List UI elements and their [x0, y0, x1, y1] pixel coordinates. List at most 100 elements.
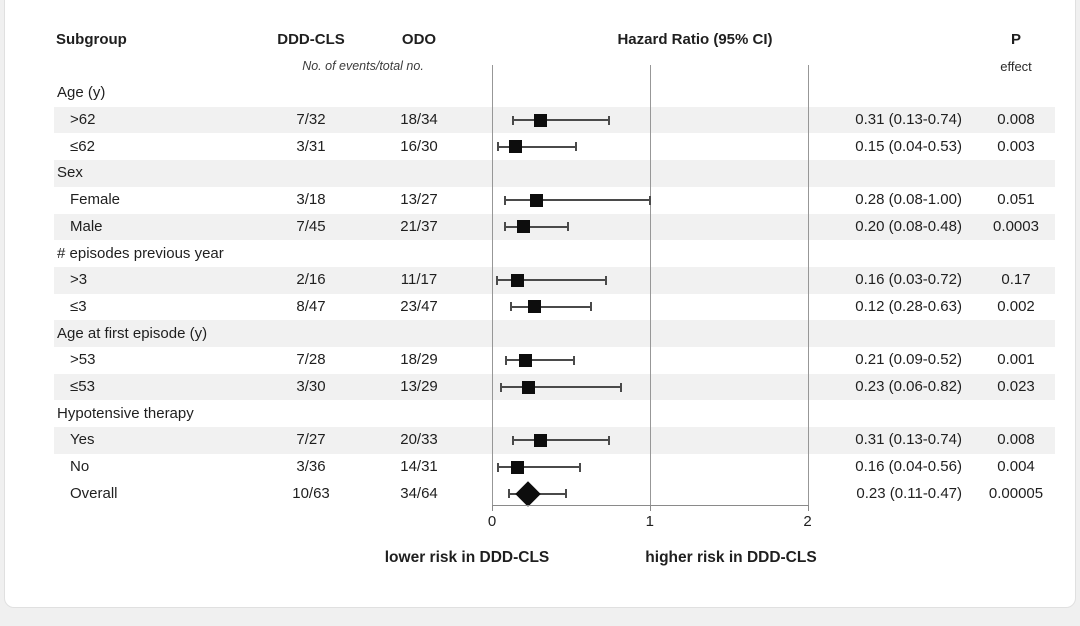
row-odo-value: 34/64 [400, 484, 438, 502]
row-dddcls-value: 7/28 [296, 351, 326, 369]
row-label: Female [70, 191, 121, 209]
hr-square-marker [510, 273, 524, 287]
row-label: Yes [70, 431, 95, 449]
reference-gridline [807, 65, 809, 505]
row-label: Male [70, 217, 103, 235]
row-odo-value: 23/47 [400, 297, 438, 315]
hr-square-marker [521, 380, 535, 394]
row-hazard-ratio-value: 0.28 (0.08-1.00) [855, 191, 962, 209]
ci-whisker [504, 225, 568, 228]
row-odo-value: 18/29 [400, 351, 438, 369]
row-label: ≤62 [70, 137, 95, 155]
hr-square-marker [529, 193, 543, 207]
ci-cap-left [511, 115, 514, 125]
hr-square-marker [509, 140, 523, 154]
row-p-value: 0.008 [997, 111, 1035, 129]
row-label: >3 [70, 271, 88, 289]
row-hazard-ratio-value: 0.31 (0.13-0.74) [855, 431, 962, 449]
ci-cap-right [607, 115, 610, 125]
ci-cap-left [509, 302, 512, 312]
ci-cap-right [648, 195, 651, 205]
hr-square-marker [517, 220, 531, 234]
row-hazard-ratio-value: 0.23 (0.11-0.47) [856, 484, 962, 502]
row-p-value: 0.008 [997, 431, 1035, 449]
row-p-value: 0.0003 [993, 217, 1039, 235]
row-p-value: 0.003 [997, 137, 1035, 155]
reference-gridline [649, 65, 651, 505]
row-dddcls-value: 10/63 [292, 484, 330, 502]
row-p-value: 0.004 [997, 458, 1035, 476]
ci-cap-right [590, 302, 593, 312]
odo-column-header: ODO [401, 31, 437, 48]
row-label: ≤3 [70, 297, 87, 315]
row-hazard-ratio-value: 0.31 (0.13-0.74) [855, 111, 962, 129]
hazard-ratio-column-header: Hazard Ratio (95% CI) [617, 31, 773, 48]
row-stripe [54, 160, 1055, 187]
row-p-value: 0.17 [1001, 271, 1031, 289]
row-hazard-ratio-value: 0.16 (0.04-0.56) [855, 458, 962, 476]
row-dddcls-value: 7/32 [296, 111, 326, 129]
row-odo-value: 11/17 [400, 271, 438, 289]
ci-whisker [498, 466, 581, 469]
ci-cap-right [604, 275, 607, 285]
ci-whisker [498, 145, 576, 148]
events-total-note: No. of events/total no. [302, 59, 424, 73]
p-effect-subheader: effect [1000, 59, 1032, 74]
hr-square-marker [518, 353, 532, 367]
ci-whisker [512, 119, 609, 122]
row-stripe [54, 320, 1055, 347]
row-dddcls-value: 7/45 [296, 217, 326, 235]
row-dddcls-value: 7/27 [296, 431, 326, 449]
ci-cap-right [620, 382, 623, 392]
row-label: Hypotensive therapy [57, 404, 194, 422]
row-odo-value: 20/33 [400, 431, 438, 449]
ci-whisker [496, 279, 606, 282]
row-label: Age (y) [57, 84, 106, 102]
row-odo-value: 16/30 [400, 137, 438, 155]
hr-square-marker [528, 300, 542, 314]
ci-cap-right [607, 435, 610, 445]
row-hazard-ratio-value: 0.23 (0.06-0.82) [855, 378, 962, 396]
row-label: ≤53 [70, 378, 95, 396]
row-label: Overall [70, 484, 118, 502]
row-hazard-ratio-value: 0.16 (0.03-0.72) [855, 271, 962, 289]
ci-cap-left [508, 489, 511, 499]
x-axis-tick [807, 505, 809, 511]
row-hazard-ratio-value: 0.15 (0.04-0.53) [855, 137, 962, 155]
x-axis-tick [649, 505, 651, 511]
row-odo-value: 13/27 [400, 191, 438, 209]
row-dddcls-value: 8/47 [296, 297, 326, 315]
row-odo-value: 14/31 [400, 458, 438, 476]
p-column-header: P [1010, 31, 1022, 48]
ci-cap-left [511, 435, 514, 445]
row-dddcls-value: 3/36 [296, 458, 326, 476]
row-dddcls-value: 3/31 [296, 137, 326, 155]
row-label: Age at first episode (y) [57, 324, 208, 342]
ci-whisker [504, 199, 650, 202]
ci-cap-left [497, 462, 500, 472]
ci-whisker [512, 439, 609, 442]
ci-cap-left [503, 195, 506, 205]
ci-cap-right [565, 489, 568, 499]
subgroup-column-header: Subgroup [56, 31, 127, 48]
ci-cap-right [566, 222, 569, 232]
row-label: >62 [70, 111, 96, 129]
row-p-value: 0.00005 [988, 484, 1044, 502]
reference-gridline [492, 65, 493, 505]
higher-risk-direction-label: higher risk in DDD-CLS [645, 549, 817, 566]
row-odo-value: 18/34 [400, 111, 438, 129]
row-dddcls-value: 2/16 [296, 271, 326, 289]
x-axis-tick-label: 2 [803, 513, 812, 530]
ci-whisker [506, 359, 575, 362]
x-axis-tick-label: 0 [487, 513, 497, 530]
row-label: >53 [70, 351, 96, 369]
row-p-value: 0.051 [997, 191, 1035, 209]
row-odo-value: 13/29 [400, 378, 438, 396]
row-label: No [70, 458, 90, 476]
row-dddcls-value: 3/18 [296, 191, 326, 209]
hr-square-marker [534, 113, 548, 127]
row-dddcls-value: 3/30 [296, 378, 326, 396]
ci-cap-left [500, 382, 503, 392]
x-axis-tick [492, 505, 493, 511]
row-p-value: 0.023 [997, 378, 1035, 396]
